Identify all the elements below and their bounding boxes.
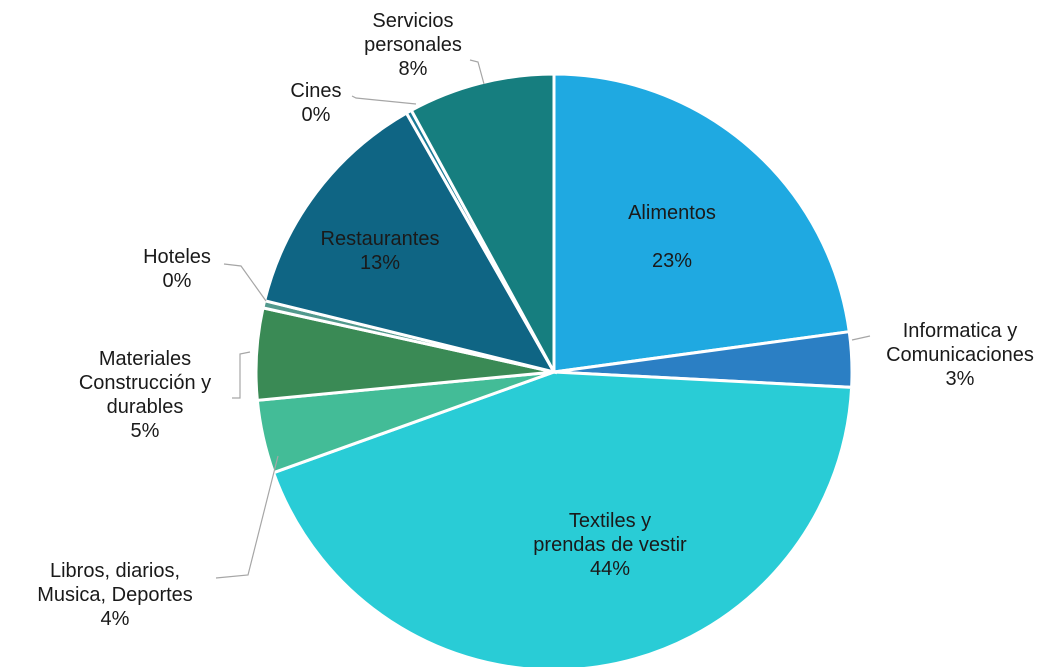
leader-line-cines xyxy=(351,95,417,105)
data-label-servicios-personales: Servicios personales 8% xyxy=(364,10,462,80)
data-label-libros-diarios-musica-deportes: Libros, diarios, Musica, Deportes 4% xyxy=(37,560,193,630)
data-label-cines: Cines 0% xyxy=(290,80,341,126)
leader-line-libros-diarios-musica-deportes xyxy=(215,455,279,579)
slices-layer xyxy=(254,72,854,667)
leader-line-hoteles xyxy=(223,263,267,302)
labels-layer: Alimentos 23% Informatica y Comunicaciones 3… xyxy=(37,10,1034,630)
pie-slice-alimentos xyxy=(552,72,851,374)
leader-line-servicios-personales xyxy=(469,59,485,85)
data-label-informatica-y-comunicaciones: Informatica y Comunicaciones 3% xyxy=(886,320,1034,390)
pie-slice-restaurantes xyxy=(262,111,558,375)
data-label-hoteles: Hoteles 0% xyxy=(143,246,211,292)
data-label-alimentos: Alimentos 23% xyxy=(628,202,716,272)
data-label-materiales-construccion-y-durables: Materiales Construcción y durables 5% xyxy=(79,348,211,442)
leader-lines xyxy=(215,59,871,579)
pie-slice-servicios-personales xyxy=(409,72,556,373)
leader-line-materiales-construccion-y-durables xyxy=(232,351,251,399)
data-label-textiles-y-prendas-de-vestir: Textiles y prendas de vestir 44% xyxy=(533,510,687,580)
leader-line-informatica-y-comunicaciones xyxy=(851,335,871,341)
data-label-restaurantes: Restaurantes 13% xyxy=(321,228,440,274)
